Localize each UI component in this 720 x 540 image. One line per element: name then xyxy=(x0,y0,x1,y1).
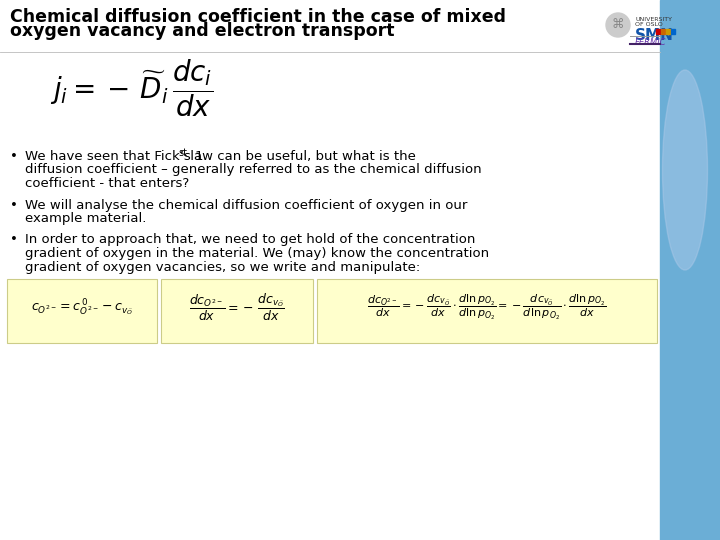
Circle shape xyxy=(606,13,630,37)
Text: law can be useful, but what is the: law can be useful, but what is the xyxy=(186,150,416,163)
Text: UNIVERSITY: UNIVERSITY xyxy=(635,17,672,22)
Bar xyxy=(671,29,675,34)
Text: coefficient - that enters?: coefficient - that enters? xyxy=(25,177,189,190)
Text: SMN: SMN xyxy=(635,28,674,43)
Bar xyxy=(661,29,665,34)
Bar xyxy=(660,0,720,540)
FancyBboxPatch shape xyxy=(317,279,657,343)
Text: gradient of oxygen in the material. We (may) know the concentration: gradient of oxygen in the material. We (… xyxy=(25,247,489,260)
Bar xyxy=(666,29,670,34)
FancyBboxPatch shape xyxy=(161,279,313,343)
Text: •: • xyxy=(10,199,18,212)
Text: We have seen that Fick’s 1: We have seen that Fick’s 1 xyxy=(25,150,204,163)
Bar xyxy=(656,29,660,34)
Text: $\dfrac{dc_{O^{2-}}}{dx} = -\,\dfrac{dc_{v_{\ddot{O}}}}{dx}$: $\dfrac{dc_{O^{2-}}}{dx} = -\,\dfrac{dc_… xyxy=(189,291,285,323)
Text: $j_i = -\,\widetilde{D}_i\,\dfrac{dc_i}{dx}$: $j_i = -\,\widetilde{D}_i\,\dfrac{dc_i}{… xyxy=(50,58,213,119)
FancyBboxPatch shape xyxy=(7,279,157,343)
Text: gradient of oxygen vacancies, so we write and manipulate:: gradient of oxygen vacancies, so we writ… xyxy=(25,260,420,273)
Text: ⌘: ⌘ xyxy=(612,18,624,31)
Text: •: • xyxy=(10,150,18,163)
Text: FERMIC: FERMIC xyxy=(635,38,667,47)
Text: OF OSLO: OF OSLO xyxy=(635,22,662,27)
Ellipse shape xyxy=(662,70,708,270)
Text: oxygen vacancy and electron transport: oxygen vacancy and electron transport xyxy=(10,22,395,40)
Text: We will analyse the chemical diffusion coefficient of oxygen in our: We will analyse the chemical diffusion c… xyxy=(25,199,467,212)
Text: $\dfrac{dc_{O^{2-}}}{dx} = -\dfrac{dc_{v_{\ddot{O}}}}{dx}\cdot\dfrac{d\ln p_{O_2: $\dfrac{dc_{O^{2-}}}{dx} = -\dfrac{dc_{v… xyxy=(367,292,607,322)
Text: In order to approach that, we need to get hold of the concentration: In order to approach that, we need to ge… xyxy=(25,233,475,246)
Text: Chemical diffusion coefficient in the case of mixed: Chemical diffusion coefficient in the ca… xyxy=(10,8,506,26)
Text: $c_{O^{2-}} = c^{\,0}_{O^{2-}} - c_{v_{\ddot{O}}}$: $c_{O^{2-}} = c^{\,0}_{O^{2-}} - c_{v_{\… xyxy=(31,296,133,318)
Text: diffusion coefficient – generally referred to as the chemical diffusion: diffusion coefficient – generally referr… xyxy=(25,164,482,177)
Text: st: st xyxy=(178,148,187,158)
Text: •: • xyxy=(10,233,18,246)
Text: example material.: example material. xyxy=(25,212,146,225)
